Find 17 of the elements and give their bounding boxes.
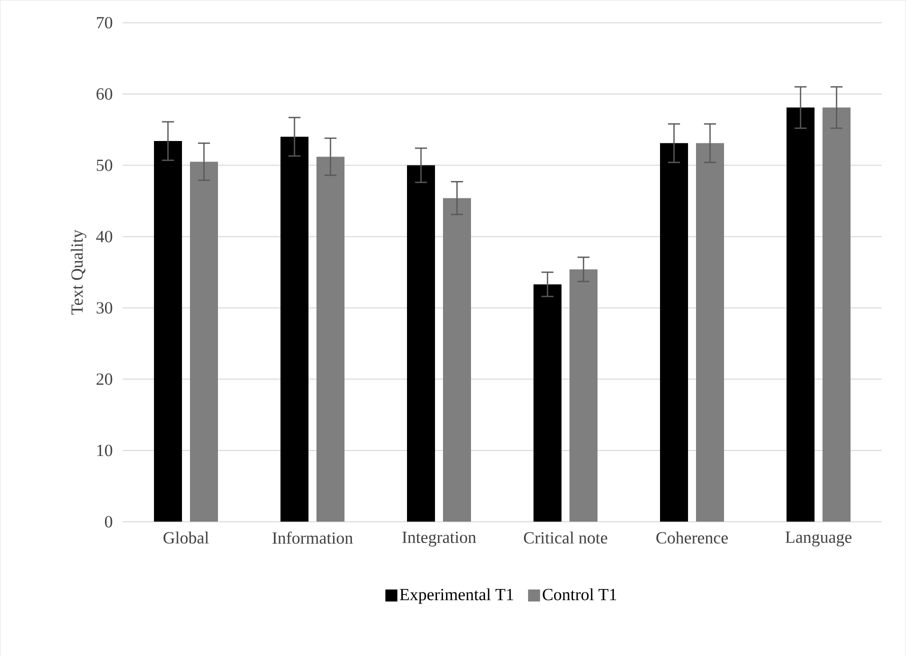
x-tick-label: Critical note	[524, 531, 608, 544]
x-tick-label: Coherence	[656, 531, 728, 544]
y-tick-label: 50	[96, 159, 112, 171]
y-tick-label: 30	[96, 302, 112, 314]
y-tick-label: 0	[104, 516, 112, 528]
legend-label: Experimental T1	[400, 588, 514, 604]
x-tick-label: Global	[164, 531, 209, 544]
x-tick-label: Integration	[402, 531, 476, 546]
y-tick-label: 70	[96, 16, 112, 28]
y-tick-label: 10	[97, 444, 112, 456]
y-tick-label: 20	[96, 373, 112, 385]
y-tick-label: 40	[96, 230, 112, 242]
legend-label: Control T1	[542, 588, 616, 600]
x-tick-label: Language	[786, 531, 852, 546]
y-axis-title: Text Quality	[70, 229, 86, 314]
x-tick-label: Information	[272, 531, 353, 544]
y-tick-label: 60	[96, 88, 112, 100]
